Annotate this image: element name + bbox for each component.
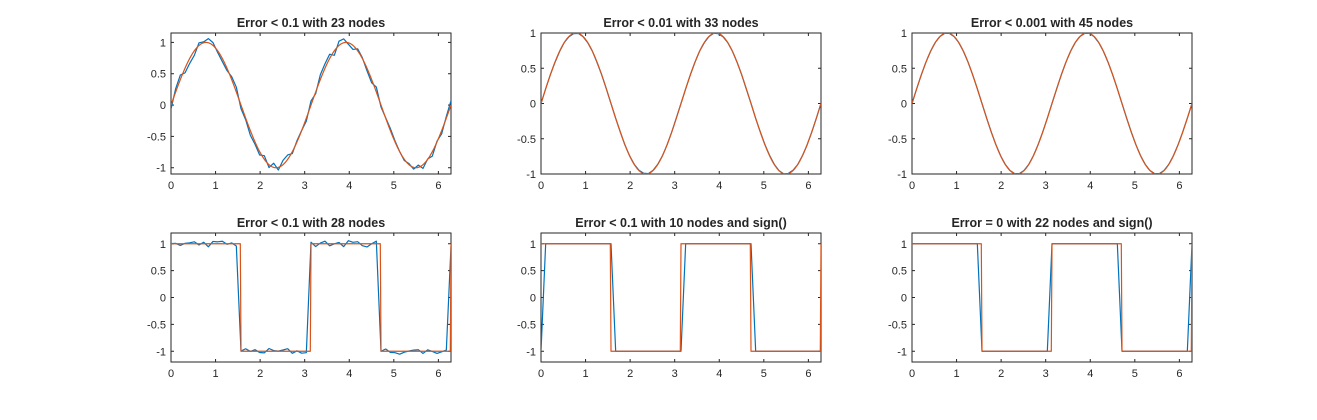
x-tick-label: 5 — [761, 368, 767, 380]
subplot-4: Error < 0.1 with 28 nodes 0 1 2 3 4 5 6 -1 -0.5 0 0… — [147, 216, 452, 380]
x-tick-label: 5 — [391, 180, 397, 192]
y-tick-label: 1 — [160, 239, 166, 251]
y-tick-label: 0 — [901, 99, 907, 111]
series-approximation — [171, 240, 451, 355]
x-tick-label: 2 — [627, 180, 633, 192]
y-tick-label: -1 — [897, 346, 907, 358]
subplot-6: Error = 0 with 22 nodes and sign() 0 1 2 3 4 5… — [888, 216, 1193, 380]
y-tick-label: 0 — [530, 293, 536, 305]
x-tick-label: 3 — [302, 368, 308, 380]
x-tick-label: 5 — [761, 180, 767, 192]
x-tick-label: 6 — [435, 368, 441, 380]
y-tick-label: -0.5 — [147, 131, 166, 143]
y-tick-label: -1 — [156, 163, 166, 175]
y-tick-label: -0.5 — [517, 134, 536, 146]
x-tick-label: 4 — [716, 368, 722, 380]
x-tick-label: 5 — [1132, 180, 1138, 192]
plot-title: Error = 0 with 22 nodes and sign() — [951, 216, 1152, 230]
subplot-1: Error < 0.1 with 23 nodes 0 1 2 3 4 5 6 -1 -0.5 0 0… — [147, 16, 452, 192]
x-tick-label: 5 — [1132, 368, 1138, 380]
x-tick-label: 6 — [805, 368, 811, 380]
y-tick-label: -0.5 — [888, 134, 907, 146]
x-tick-label: 1 — [213, 368, 219, 380]
plot-title: Error < 0.1 with 23 nodes — [237, 16, 385, 30]
x-tick-label: 0 — [168, 180, 174, 192]
x-tick-label: 1 — [583, 180, 589, 192]
series-target — [541, 243, 821, 352]
x-tick-label: 4 — [346, 368, 352, 380]
x-tick-label: 1 — [954, 368, 960, 380]
x-tick-label: 1 — [954, 180, 960, 192]
x-tick-label: 0 — [909, 368, 915, 380]
y-tick-label: -0.5 — [888, 319, 907, 331]
y-tick-label: 0.5 — [521, 266, 536, 278]
x-tick-label: 2 — [998, 368, 1004, 380]
y-tick-label: 0.5 — [892, 266, 907, 278]
x-tick-label: 4 — [716, 180, 722, 192]
x-tick-label: 1 — [583, 368, 589, 380]
x-tick-label: 3 — [302, 180, 308, 192]
x-tick-label: 4 — [1087, 368, 1093, 380]
x-tick-label: 2 — [257, 368, 263, 380]
y-tick-label: -1 — [897, 169, 907, 181]
x-tick-label: 6 — [1176, 368, 1182, 380]
x-tick-label: 3 — [1043, 180, 1049, 192]
x-tick-label: 3 — [672, 368, 678, 380]
series-approximation — [171, 37, 451, 171]
y-tick-label: 0 — [901, 293, 907, 305]
y-tick-label: -1 — [156, 346, 166, 358]
plot-title: Error < 0.1 with 28 nodes — [237, 216, 385, 230]
x-tick-label: 5 — [391, 368, 397, 380]
plot-title: Error < 0.01 with 33 nodes — [603, 16, 758, 30]
y-tick-label: 1 — [901, 28, 907, 40]
y-tick-label: -0.5 — [517, 319, 536, 331]
x-tick-label: 0 — [168, 368, 174, 380]
series-target — [541, 33, 821, 174]
y-tick-label: 0.5 — [521, 63, 536, 75]
plot-title: Error < 0.1 with 10 nodes and sign() — [575, 216, 787, 230]
subplot-2: Error < 0.01 with 33 nodes 0 1 2 3 4 5 6 -1 -0.5 0… — [517, 16, 822, 192]
y-tick-label: -1 — [526, 346, 536, 358]
x-tick-label: 3 — [672, 180, 678, 192]
y-tick-label: 1 — [901, 239, 907, 251]
series-target — [912, 33, 1192, 174]
y-tick-label: -1 — [526, 169, 536, 181]
y-tick-label: -0.5 — [147, 319, 166, 331]
x-tick-label: 6 — [805, 180, 811, 192]
plot-title: Error < 0.001 with 45 nodes — [971, 16, 1133, 30]
series-target — [912, 243, 1192, 352]
series-target — [171, 243, 451, 352]
subplot-3: Error < 0.001 with 45 nodes 0 1 2 3 4 5 6 -1 -0.5… — [888, 16, 1193, 192]
y-tick-label: 0 — [530, 99, 536, 111]
subplot-5: Error < 0.1 with 10 nodes and sign() 0 1 2 3… — [517, 216, 822, 380]
x-tick-label: 1 — [213, 180, 219, 192]
x-tick-label: 4 — [1087, 180, 1093, 192]
x-tick-label: 2 — [627, 368, 633, 380]
x-tick-label: 2 — [998, 180, 1004, 192]
x-tick-label: 0 — [909, 180, 915, 192]
x-tick-label: 0 — [538, 368, 544, 380]
y-tick-label: 1 — [160, 37, 166, 49]
y-tick-label: 0.5 — [151, 266, 166, 278]
y-tick-label: 0.5 — [892, 63, 907, 75]
y-tick-label: 0 — [160, 100, 166, 112]
x-tick-label: 4 — [346, 180, 352, 192]
x-tick-label: 6 — [435, 180, 441, 192]
x-tick-label: 6 — [1176, 180, 1182, 192]
x-tick-label: 0 — [538, 180, 544, 192]
y-tick-label: 1 — [530, 239, 536, 251]
series-target — [171, 41, 451, 169]
y-tick-label: 1 — [530, 28, 536, 40]
x-tick-label: 2 — [257, 180, 263, 192]
y-tick-label: 0.5 — [151, 69, 166, 81]
y-tick-label: 0 — [160, 293, 166, 305]
x-tick-label: 3 — [1043, 368, 1049, 380]
